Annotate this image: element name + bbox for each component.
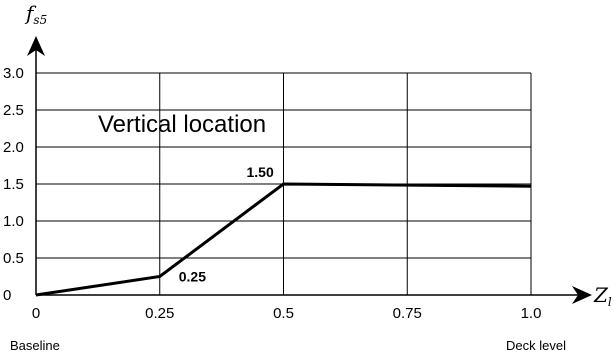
y-tick-label: 1.0 (3, 213, 24, 230)
x-tick-label: 0.75 (393, 305, 422, 322)
x-tick-label: 0 (32, 305, 40, 322)
y-tick-label: 2.0 (3, 139, 24, 156)
y-tick-label: 1.5 (3, 176, 24, 193)
series (35, 182, 532, 297)
series-line-0 (35, 182, 532, 297)
y-tick-label: 0 (3, 287, 11, 304)
tick-labels: 0 0.5 1.0 1.5 2.0 2.5 3.0 0 0.25 0.5 0.75 1.0 (3, 65, 541, 322)
data-labels: 0.25 1.50 (179, 164, 274, 285)
x-tick-label: 0.25 (145, 305, 174, 322)
y-tick-label: 3.0 (3, 65, 24, 82)
x-end-label-deck-level: Deck level (506, 338, 566, 353)
y-axis-arrow (27, 36, 45, 56)
y-tick-label: 2.5 (3, 102, 24, 119)
x-end-label-baseline: Baseline (10, 338, 60, 353)
x-tick-label: 0.5 (273, 305, 294, 322)
annotation-vertical-location: Vertical location (98, 111, 266, 138)
y-axis-title: fs5 (24, 1, 47, 27)
axes (27, 36, 592, 304)
y-tick-label: 0.5 (3, 250, 24, 267)
x-tick-label: 1.0 (521, 305, 542, 322)
data-label-0: 0.25 (179, 269, 206, 285)
data-label-1: 1.50 (247, 164, 274, 180)
x-axis-arrow (572, 286, 592, 304)
x-axis-title: Zl (593, 283, 612, 309)
